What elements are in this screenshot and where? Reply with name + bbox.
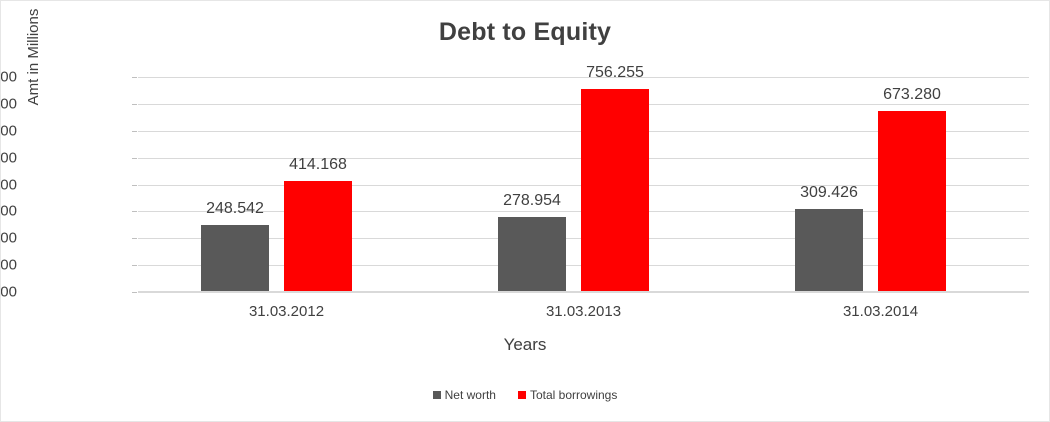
y-tick-label: 500.000 (0, 149, 17, 167)
y-tick-label: 400.000 (0, 176, 17, 193)
x-category-label: 31.03.2012 (248, 303, 325, 320)
bar-value-label: 673.280 (883, 86, 941, 104)
legend-label: Total borrowings (529, 388, 618, 402)
bar-value-label: 248.542 (206, 200, 264, 218)
gridline (138, 77, 1029, 78)
bar-value-label: 278.954 (503, 192, 561, 210)
y-tick-label: 300.000 (0, 202, 17, 220)
chart-legend: Net worth Total borrowings (1, 388, 1049, 402)
legend-item[interactable]: Net worth (432, 388, 496, 402)
y-tick-mark (132, 265, 137, 267)
bar[interactable] (795, 208, 863, 292)
legend-swatch-icon (517, 391, 526, 399)
bar-value-label: 414.168 (289, 155, 347, 173)
y-axis-title: Amt in Millions (25, 8, 42, 106)
y-tick-label: 600.000 (0, 122, 17, 140)
y-tick-mark (132, 211, 137, 213)
bar[interactable] (878, 111, 946, 292)
bar[interactable] (201, 225, 269, 292)
chart-title: Debt to Equity (438, 18, 612, 46)
y-tick-label: 800.000 (0, 68, 17, 86)
bar-value-label: 756.255 (586, 63, 644, 81)
y-tick-label: 200.000 (0, 229, 17, 247)
bar[interactable] (284, 180, 352, 292)
y-tick-mark (132, 103, 137, 105)
y-tick-mark (132, 292, 137, 293)
y-tick-mark (132, 77, 137, 78)
bar[interactable] (581, 88, 649, 292)
y-tick-label: 100.000 (0, 256, 17, 274)
legend-swatch-icon (432, 391, 441, 399)
y-tick-mark (132, 238, 137, 240)
x-axis-title: Years (503, 335, 547, 354)
legend-label: Net worth (444, 388, 496, 402)
bar-value-label: 309.426 (800, 183, 858, 201)
y-tick-label: 0.000 (0, 283, 17, 301)
legend-item[interactable]: Total borrowings (517, 388, 618, 402)
bar[interactable] (498, 217, 566, 292)
x-axis-baseline (138, 291, 1029, 292)
y-tick-mark (132, 130, 137, 132)
y-tick-mark (132, 157, 137, 159)
x-category-label: 31.03.2014 (842, 303, 919, 320)
x-category-label: 31.03.2013 (545, 303, 622, 320)
y-tick-label: 700.000 (0, 95, 17, 113)
y-tick-mark (132, 184, 137, 186)
gridline (138, 292, 1029, 293)
plot-area: 248.542 414.168 278.954 756.255 309.426 673.2… (132, 64, 1029, 293)
